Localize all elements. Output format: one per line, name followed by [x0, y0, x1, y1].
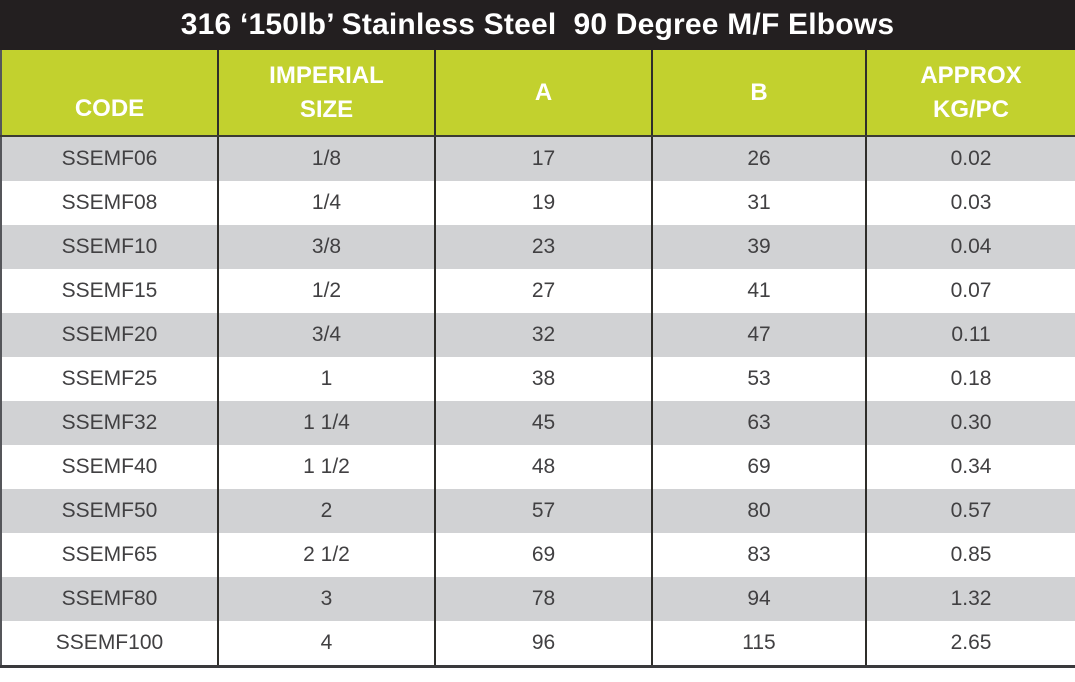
table-cell: 69 — [651, 445, 866, 489]
table-cell: 1.32 — [865, 577, 1075, 621]
table-row: SSEMF06 1/8 17 26 0.02 — [1, 136, 1075, 181]
header-label-imperial: IMPERIAL — [269, 62, 384, 90]
table-cell: 38 — [434, 357, 652, 401]
table-cell: SSEMF40 — [61, 455, 158, 478]
table-cell: 1/8 — [217, 136, 435, 181]
table-cell: 0.30 — [865, 401, 1075, 445]
table-cell: SSEMF15 — [61, 279, 158, 302]
table-cell: 0.34 — [865, 445, 1075, 489]
table-cell: 39 — [651, 225, 866, 269]
table-cell: 53 — [651, 357, 866, 401]
table-cell: 63 — [651, 401, 866, 445]
table-cell: 27 — [434, 269, 652, 313]
header-cell-a: A — [434, 50, 652, 137]
table-cell: 26 — [651, 136, 866, 181]
table-cell: 47 — [651, 313, 866, 357]
table-cell: SSEMF50 — [61, 499, 158, 522]
header-label-size: SIZE — [299, 95, 354, 123]
table-cell: SSEMF06 — [61, 147, 158, 170]
table-row: SSEMF100 4 96 115 2.65 — [1, 621, 1075, 667]
header-cell-code: CODE — [1, 50, 218, 137]
elbows-spec-table: CODE IMPERIAL SIZE A B APPROX KG/PC SSEM… — [0, 50, 1075, 668]
table-cell: 0.02 — [865, 136, 1075, 181]
table-cell: 1 1/4 — [217, 401, 435, 445]
table-cell: SSEMF20 — [61, 323, 158, 346]
table-cell: 48 — [434, 445, 652, 489]
table-cell: 3/4 — [217, 313, 435, 357]
table-cell: SSEMF25 — [61, 367, 158, 390]
table-row: SSEMF50 2 57 80 0.57 — [1, 489, 1075, 533]
table-cell: SSEMF100 — [55, 631, 164, 654]
table-cell: 80 — [651, 489, 866, 533]
table-cell: 78 — [434, 577, 652, 621]
table-cell: 4 — [217, 621, 435, 667]
table-cell: 23 — [434, 225, 652, 269]
table-title-bar: 316 ‘150lb’ Stainless Steel 90 Degree M/… — [0, 0, 1075, 50]
table-cell: SSEMF10 — [61, 235, 158, 258]
table-body: SSEMF06 1/8 17 26 0.02 SSEMF08 1/4 19 31 0.03 SSEM… — [1, 136, 1075, 667]
table-header: CODE IMPERIAL SIZE A B APPROX KG/PC — [1, 50, 1075, 137]
table-cell: 17 — [434, 136, 652, 181]
table-cell: 96 — [434, 621, 652, 667]
table-row: SSEMF20 3/4 32 47 0.11 — [1, 313, 1075, 357]
table-cell: 1/2 — [217, 269, 435, 313]
table-cell: 57 — [434, 489, 652, 533]
table-cell: 1 1/2 — [217, 445, 435, 489]
header-label-b: B — [750, 78, 768, 106]
table-cell: 2.65 — [865, 621, 1075, 667]
table-row: SSEMF25 1 38 53 0.18 — [1, 357, 1075, 401]
table-cell: 94 — [651, 577, 866, 621]
header-cell-approx-kg-pc: APPROX KG/PC — [865, 50, 1075, 137]
table-cell: 0.85 — [865, 533, 1075, 577]
table-row: SSEMF32 1 1/4 45 63 0.30 — [1, 401, 1075, 445]
table-cell: 32 — [434, 313, 652, 357]
table-cell: 115 — [651, 621, 866, 667]
table-cell: 0.11 — [865, 313, 1075, 357]
table-cell: 19 — [434, 181, 652, 225]
table-cell: 83 — [651, 533, 866, 577]
table-row: SSEMF08 1/4 19 31 0.03 — [1, 181, 1075, 225]
table-row: SSEMF40 1 1/2 48 69 0.34 — [1, 445, 1075, 489]
header-cell-imperial-size: IMPERIAL SIZE — [217, 50, 435, 137]
table-cell: SSEMF32 — [61, 411, 158, 434]
table-cell: 3/8 — [217, 225, 435, 269]
table-cell: SSEMF08 — [61, 191, 158, 214]
header-label-kg-pc: KG/PC — [932, 95, 1009, 123]
table-row: SSEMF80 3 78 94 1.32 — [1, 577, 1075, 621]
table-cell: 41 — [651, 269, 866, 313]
table-cell: 1 — [217, 357, 435, 401]
table-cell: 3 — [217, 577, 435, 621]
table-cell: 1/4 — [217, 181, 435, 225]
table-cell: 0.04 — [865, 225, 1075, 269]
table-cell: 69 — [434, 533, 652, 577]
header-row: CODE IMPERIAL SIZE A B APPROX KG/PC — [1, 50, 1075, 137]
table-cell: 2 — [217, 489, 435, 533]
table-cell: 0.03 — [865, 181, 1075, 225]
table-cell: SSEMF65 — [61, 543, 158, 566]
table-row: SSEMF15 1/2 27 41 0.07 — [1, 269, 1075, 313]
header-label-a: A — [534, 78, 553, 106]
table-cell: 0.18 — [865, 357, 1075, 401]
table-cell: 2 1/2 — [217, 533, 435, 577]
table-cell: 0.07 — [865, 269, 1075, 313]
header-label-approx: APPROX — [920, 62, 1022, 90]
table-cell: 0.57 — [865, 489, 1075, 533]
table-cell: 45 — [434, 401, 652, 445]
table-row: SSEMF65 2 1/2 69 83 0.85 — [1, 533, 1075, 577]
table-row: SSEMF10 3/8 23 39 0.04 — [1, 225, 1075, 269]
table-title: 316 ‘150lb’ Stainless Steel 90 Degree M/… — [180, 8, 895, 41]
table-cell: 31 — [651, 181, 866, 225]
header-cell-b: B — [651, 50, 866, 137]
table-cell: SSEMF80 — [61, 587, 158, 610]
header-label-code: CODE — [74, 94, 145, 122]
